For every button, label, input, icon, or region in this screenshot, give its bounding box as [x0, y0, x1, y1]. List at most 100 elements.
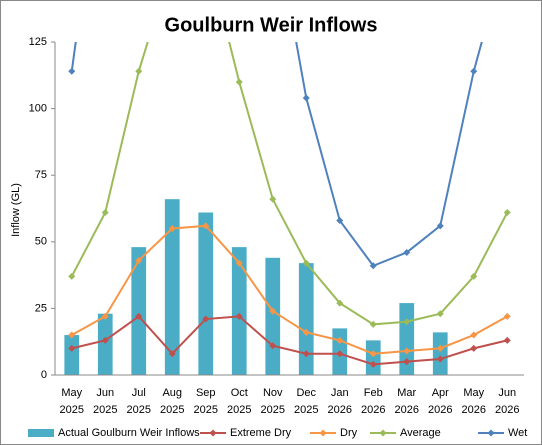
marker	[436, 344, 444, 352]
x-tick-label: Jun 2026	[495, 387, 519, 416]
x-tick-month: Dec	[296, 387, 316, 399]
x-tick-label: Jan 2026	[328, 387, 352, 416]
marker	[336, 299, 344, 307]
marker	[101, 312, 109, 320]
marker	[202, 315, 210, 323]
chart-title: Goulburn Weir Inflows	[165, 14, 378, 36]
marker	[403, 248, 411, 256]
x-tick-label: Dec 2025	[294, 387, 318, 416]
marker	[302, 94, 310, 102]
x-tick-month: May	[61, 387, 82, 399]
x-tick-month: May	[463, 387, 484, 399]
marker	[470, 331, 478, 339]
x-tick-year: 2026	[328, 404, 352, 416]
x-tick-label: Apr 2026	[428, 387, 452, 416]
marker	[235, 259, 243, 267]
line	[71, 315, 508, 366]
marker	[503, 208, 511, 216]
marker	[403, 318, 411, 326]
marker	[269, 195, 277, 203]
x-tick-year: 2026	[395, 404, 419, 416]
marker	[168, 350, 176, 358]
legend-label: Extreme Dry	[230, 427, 292, 439]
x-tick-month: Oct	[231, 387, 248, 399]
legend-swatch	[28, 429, 54, 437]
y-tick-label: 25	[35, 302, 47, 314]
marker	[302, 259, 310, 267]
bar	[231, 247, 247, 375]
marker	[403, 347, 411, 355]
y-tick-label: 75	[35, 169, 47, 181]
x-tick-label: May 2025	[60, 387, 84, 416]
x-tick-year: 2025	[227, 404, 251, 416]
x-tick-year: 2025	[60, 404, 84, 416]
marker	[336, 336, 344, 344]
x-tick-label: Feb 2026	[361, 387, 385, 416]
marker	[68, 67, 76, 75]
line	[70, 42, 483, 267]
x-tick-label: Sep 2025	[194, 387, 218, 416]
x-tick-label: Jun 2025	[93, 387, 117, 416]
marker	[269, 342, 277, 350]
marker	[101, 336, 109, 344]
line	[71, 224, 508, 355]
y-axis-label: Inflow (GL)	[10, 183, 22, 237]
y-tick-label: 50	[35, 236, 47, 248]
marker	[369, 360, 377, 368]
marker	[369, 320, 377, 328]
x-tick-year: 2025	[160, 404, 184, 416]
x-tick-year: 2026	[361, 404, 385, 416]
x-tick-month: Jul	[132, 387, 146, 399]
bar	[265, 257, 281, 375]
legend-marker	[379, 429, 387, 437]
marker	[470, 272, 478, 280]
marker	[503, 312, 511, 320]
marker	[135, 256, 143, 264]
marker	[436, 222, 444, 230]
marker	[436, 310, 444, 318]
x-tick-month: Apr	[432, 387, 449, 399]
marker	[336, 350, 344, 358]
x-tick-year: 2025	[261, 404, 285, 416]
marker	[369, 262, 377, 270]
marker	[68, 331, 76, 339]
bar	[131, 247, 147, 375]
x-tick-year: 2026	[462, 404, 486, 416]
marker	[168, 224, 176, 232]
marker	[470, 67, 478, 75]
x-tick-year: 2026	[428, 404, 452, 416]
x-tick-month: Nov	[263, 387, 283, 399]
legend-marker	[487, 429, 495, 437]
x-tick-label: Mar 2026	[395, 387, 419, 416]
marker	[436, 355, 444, 363]
marker	[403, 358, 411, 366]
bar	[64, 335, 80, 375]
marker	[470, 344, 478, 352]
x-tick-month: Mar	[397, 387, 416, 399]
marker	[369, 350, 377, 358]
x-tick-month: Feb	[364, 387, 383, 399]
y-tick-label: 100	[29, 103, 47, 115]
x-tick-year: 2025	[93, 404, 117, 416]
line	[70, 42, 509, 326]
bar	[198, 212, 214, 375]
legend-label: Dry	[340, 427, 358, 439]
x-tick-year: 2025	[127, 404, 151, 416]
bar	[298, 263, 314, 375]
bar	[164, 199, 180, 375]
legend-label: Average	[400, 427, 441, 439]
marker	[302, 350, 310, 358]
x-tick-label: Jul 2025	[127, 387, 151, 416]
x-tick-label: Oct 2025	[227, 387, 251, 416]
x-tick-month: Jan	[331, 387, 349, 399]
x-tick-month: Jun	[498, 387, 516, 399]
x-tick-year: 2026	[495, 404, 519, 416]
x-tick-month: Jun	[96, 387, 114, 399]
marker	[135, 67, 143, 75]
bar	[97, 313, 113, 375]
legend-label: Actual Goulburn Weir Inflows	[58, 427, 200, 439]
marker	[235, 312, 243, 320]
x-tick-month: Sep	[196, 387, 216, 399]
marker	[202, 222, 210, 230]
